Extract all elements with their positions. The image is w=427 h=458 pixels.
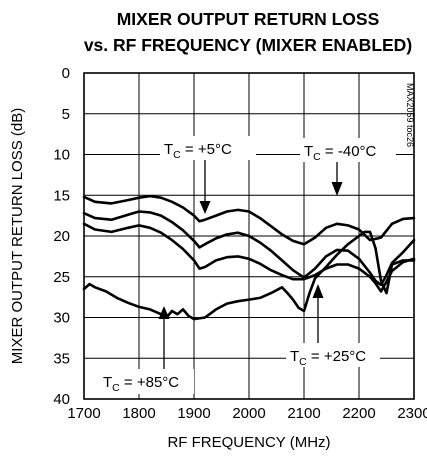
series-line-1 [82, 210, 416, 287]
annotation-tc-plus5: TC = +5°C [160, 136, 256, 214]
y-tick-label: 25 [53, 269, 70, 286]
y-tick-label: 15 [53, 187, 70, 204]
x-tick-label: 2300 [397, 405, 427, 422]
x-tick-label: 2200 [342, 405, 375, 422]
svg-text:TC = +85°C: TC = +85°C [103, 374, 179, 394]
y-tick-label: 20 [53, 228, 70, 245]
x-tick-label: 2000 [232, 405, 265, 422]
series-line-3 [82, 230, 416, 321]
x-tick-label: 2100 [287, 405, 320, 422]
chart-title-line2: vs. RF FREQUENCY (MIXER ENABLED) [84, 35, 412, 55]
y-tick-label: 40 [53, 391, 70, 408]
series-line-0 [82, 194, 416, 246]
y-tick-label: 5 [62, 106, 70, 123]
annotation-tc-plus85: TC = +85°C [98, 306, 194, 394]
x-tick-labels: 1700 1800 1900 2000 2100 2200 2300 [67, 405, 427, 422]
series-group [82, 194, 416, 321]
x-tick-label: 1700 [67, 405, 100, 422]
y-axis-label: MIXER OUTPUT RETURN LOSS (dB) [9, 108, 26, 364]
y-tick-labels: 0 5 10 15 20 25 30 35 40 [53, 65, 70, 408]
series-line-2 [82, 222, 416, 293]
y-tick-label: 0 [62, 65, 70, 82]
side-code-label: MAX2059 toc26 [405, 83, 415, 147]
y-tick-label: 30 [53, 310, 70, 327]
x-tick-label: 1900 [177, 405, 210, 422]
plot-frame [83, 72, 415, 400]
svg-text:TC = +5°C: TC = +5°C [164, 141, 232, 161]
svg-text:TC = -40°C: TC = -40°C [304, 143, 377, 163]
x-axis-label: RF FREQUENCY (MHz) [167, 434, 330, 451]
annotation-tc-plus25: TC = +25°C [286, 284, 380, 368]
y-tick-label: 10 [53, 147, 70, 164]
y-tick-label: 35 [53, 350, 70, 367]
chart-title-line1: MIXER OUTPUT RETURN LOSS [117, 9, 380, 29]
annotation-tc-minus40: TC = -40°C [300, 138, 396, 196]
svg-text:TC = +25°C: TC = +25°C [290, 348, 366, 368]
x-tick-label: 1800 [122, 405, 155, 422]
